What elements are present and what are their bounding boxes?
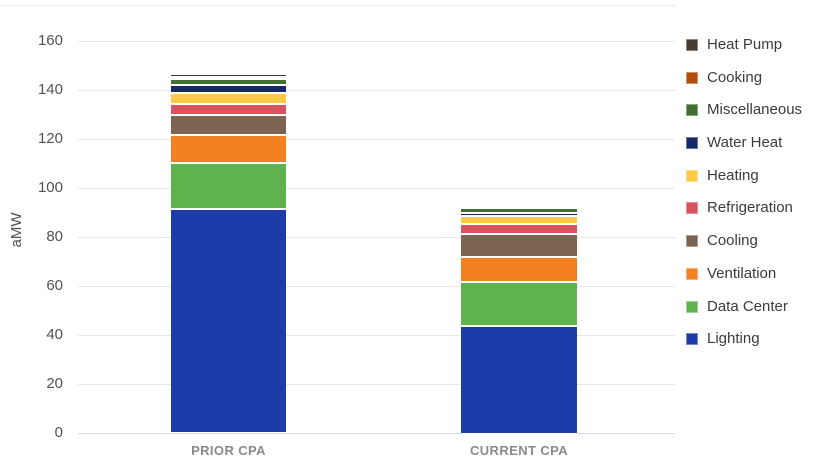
bar-segment-current-cpa-heat-pump[interactable] [461, 203, 577, 206]
y-tick-label-140: 140 [37, 81, 63, 98]
legend-item-lighting[interactable]: Lighting [686, 331, 802, 347]
bar-segment-prior-cpa-data-center[interactable] [171, 163, 286, 210]
x-axis-label-current-cpa: CURRENT CPA [469, 443, 569, 458]
legend-item-miscellaneous[interactable]: Miscellaneous [686, 102, 802, 118]
bar-segment-prior-cpa-miscellaneous[interactable] [171, 78, 286, 86]
y-tick-label-80: 80 [46, 228, 63, 245]
bar-segment-prior-cpa-lighting[interactable] [171, 209, 286, 434]
legend-item-heating[interactable]: Heating [686, 166, 802, 184]
legend-label-heating: Heating [707, 166, 759, 184]
gridline-60 [78, 285, 675, 287]
y-tick-label-60: 60 [46, 277, 63, 294]
bar-segment-current-cpa-lighting[interactable] [461, 325, 577, 434]
bar-current-cpa [461, 203, 577, 434]
y-tick-label-40: 40 [46, 326, 63, 343]
bar-segment-current-cpa-water-heat[interactable] [461, 212, 577, 216]
bar-segment-current-cpa-data-center[interactable] [461, 281, 577, 326]
chart-legend: Heat Pump Cooking Miscellaneous Water Heat H… [686, 37, 802, 364]
bar-segment-prior-cpa-heat-pump[interactable] [171, 74, 286, 77]
legend-swatch-cooking [686, 71, 698, 84]
legend-swatch-miscellaneous [686, 104, 698, 117]
bar-segment-prior-cpa-refrigeration[interactable] [171, 104, 286, 116]
y-tick-label-0: 0 [54, 424, 63, 441]
legend-item-cooking[interactable]: Cooking [686, 68, 802, 86]
legend-label-cooling: Cooling [707, 232, 758, 250]
gridline-20 [78, 383, 675, 385]
legend-item-water-heat[interactable]: Water Heat [686, 135, 802, 151]
bar-segment-prior-cpa-cooling[interactable] [171, 115, 286, 136]
legend-swatch-water-heat [686, 137, 698, 150]
x-axis-line [78, 432, 675, 434]
legend-label-ventilation: Ventilation [707, 264, 777, 282]
legend-label-cooking: Cooking [707, 68, 763, 86]
bar-segment-current-cpa-cooking[interactable] [461, 205, 577, 208]
bar-segment-prior-cpa-cooking[interactable] [171, 76, 286, 79]
gridline-40 [78, 334, 675, 336]
gridline-160 [78, 40, 675, 42]
bar-prior-cpa [171, 74, 286, 434]
chart-top-border [0, 5, 675, 6]
y-tick-label-160: 160 [37, 32, 63, 49]
legend-swatch-ventilation [686, 267, 698, 280]
legend-label-water-heat: Water Heat [707, 134, 783, 152]
gridline-100 [78, 187, 675, 189]
y-tick-label-120: 120 [37, 130, 63, 147]
bar-segment-current-cpa-refrigeration[interactable] [461, 223, 577, 235]
bar-segment-current-cpa-ventilation[interactable] [461, 257, 577, 282]
gridline-80 [78, 236, 675, 238]
legend-item-refrigeration[interactable]: Refrigeration [686, 200, 802, 216]
bar-segment-prior-cpa-heating[interactable] [171, 92, 286, 105]
x-axis-label-prior-cpa: PRIOR CPA [191, 443, 266, 458]
legend-label-refrigeration: Refrigeration [707, 199, 793, 217]
y-tick-label-20: 20 [46, 375, 63, 392]
legend-swatch-lighting [686, 333, 698, 346]
y-tick-label-100: 100 [37, 179, 63, 196]
legend-item-cooling[interactable]: Cooling [686, 233, 802, 249]
legend-swatch-heat-pump [686, 39, 698, 51]
bar-segment-prior-cpa-ventilation[interactable] [171, 135, 286, 164]
bar-segment-current-cpa-cooling[interactable] [461, 234, 577, 258]
gridline-140 [78, 89, 675, 91]
bar-segment-current-cpa-heating[interactable] [461, 215, 577, 224]
legend-item-ventilation[interactable]: Ventilation [686, 264, 802, 282]
legend-swatch-heating [686, 169, 698, 182]
legend-label-miscellaneous: Miscellaneous [707, 101, 803, 119]
legend-swatch-data-center [686, 300, 698, 313]
legend-label-data-center: Data Center [707, 297, 788, 315]
legend-label-lighting: Lighting [707, 330, 760, 348]
legend-item-data-center[interactable]: Data Center [686, 297, 802, 315]
legend-item-heat-pump[interactable]: Heat Pump [686, 37, 802, 53]
bar-segment-prior-cpa-water-heat[interactable] [171, 85, 286, 93]
legend-swatch-refrigeration [686, 202, 698, 215]
gridline-120 [78, 138, 675, 140]
legend-label-heat-pump: Heat Pump [707, 36, 783, 53]
legend-swatch-cooling [686, 235, 698, 248]
bar-segment-current-cpa-miscellaneous[interactable] [461, 207, 577, 213]
